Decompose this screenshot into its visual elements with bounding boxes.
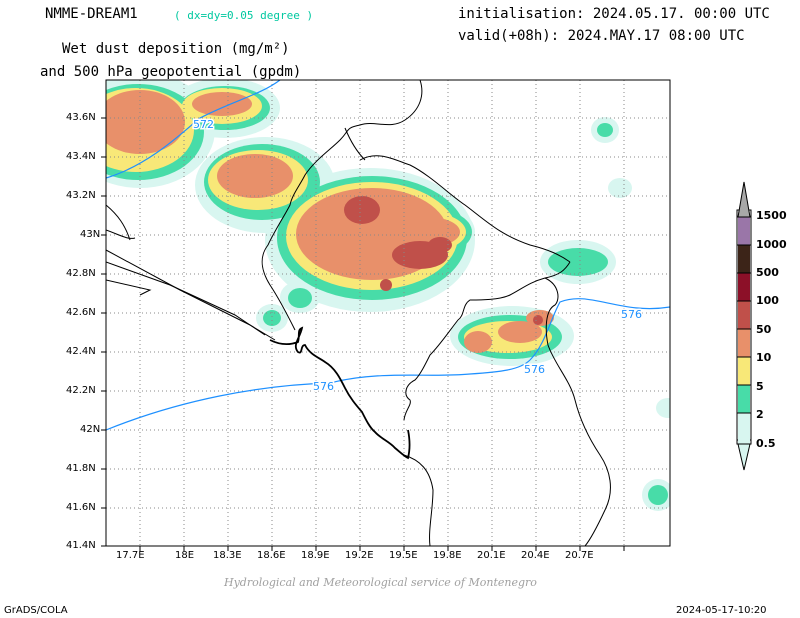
colorbar-label: 500 xyxy=(756,266,779,279)
lon-label: 19.5E xyxy=(389,550,418,561)
lon-label: 17.7E xyxy=(116,550,145,561)
model-name: NMME-DREAM1 xyxy=(45,6,138,22)
lat-label: 41.6N xyxy=(66,502,96,513)
lat-label: 42.6N xyxy=(66,307,96,318)
lon-label: 18.9E xyxy=(301,550,330,561)
colorbar-label: 1000 xyxy=(756,238,787,251)
deposition-50-layer xyxy=(344,196,543,325)
lat-label: 42.2N xyxy=(66,385,96,396)
credit-text: Hydrological and Meteorological service … xyxy=(224,576,537,589)
grid-lines xyxy=(106,80,670,546)
lat-label: 43N xyxy=(80,229,101,240)
lon-label: 20.1E xyxy=(477,550,506,561)
lat-label: 42N xyxy=(80,424,101,435)
title-line-2: and 500 hPa geopotential (gpdm) xyxy=(40,64,302,80)
init-time: initialisation: 2024.05.17. 00:00 UTC xyxy=(458,6,770,22)
lat-label: 43.2N xyxy=(66,190,96,201)
colorbar-label: 0.5 xyxy=(756,437,776,450)
contour-labels: 572 576 576 576 xyxy=(192,117,644,395)
lon-label: 18.6E xyxy=(257,550,286,561)
axis-ticks xyxy=(101,117,625,551)
lat-label: 42.8N xyxy=(66,268,96,279)
map-plot-area: 572 576 576 576 xyxy=(106,80,670,546)
contour-label-572: 572 xyxy=(193,118,214,131)
colorbar-label: 5 xyxy=(756,380,764,393)
lat-label: 43.6N xyxy=(66,112,96,123)
title-line-1: Wet dust deposition (mg/m²) xyxy=(62,41,290,57)
geopotential-contours xyxy=(106,80,670,431)
lon-label: 19.8E xyxy=(433,550,462,561)
country-borders xyxy=(106,80,611,546)
lon-label: 18E xyxy=(175,550,195,561)
software-label: GrADS/COLA xyxy=(4,605,68,616)
render-timestamp: 2024-05-17-10:20 xyxy=(676,605,767,616)
colorbar-label: 10 xyxy=(756,351,772,364)
valid-time: valid(+08h): 2024.MAY.17 08:00 UTC xyxy=(458,28,745,44)
contour-label-576: 576 xyxy=(524,363,545,376)
deposition-10-layer xyxy=(106,90,554,353)
colorbar-label: 100 xyxy=(756,294,779,307)
lat-label: 43.4N xyxy=(66,151,96,162)
resolution-label: ( dx=dy=0.05 degree ) xyxy=(174,9,314,22)
lat-label: 42.4N xyxy=(66,346,96,357)
coastline xyxy=(269,326,411,460)
lon-label: 18.3E xyxy=(213,550,242,561)
lat-label: 41.4N xyxy=(66,540,96,551)
lon-label: 20.7E xyxy=(565,550,594,561)
colorbar-label: 50 xyxy=(756,323,772,336)
lon-label: 20.4E xyxy=(521,550,550,561)
colorbar-label: 2 xyxy=(756,408,764,421)
contour-label-576: 576 xyxy=(621,308,642,321)
colorbar-label: 1500 xyxy=(756,209,787,222)
contour-label-576: 576 xyxy=(313,380,334,393)
lon-label: 19.2E xyxy=(345,550,374,561)
lat-label: 41.8N xyxy=(66,463,96,474)
colorbar xyxy=(736,181,752,471)
